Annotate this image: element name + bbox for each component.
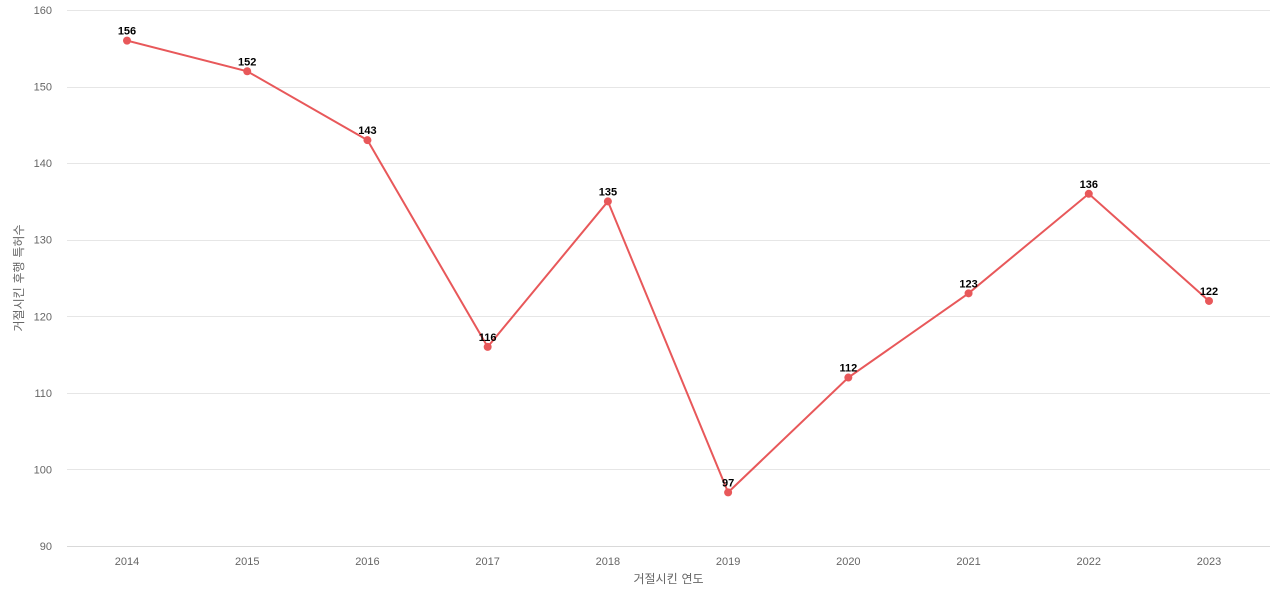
data-point[interactable] [1205,296,1213,305]
data-point[interactable] [603,197,612,206]
x-tick-label: 2023 [1197,556,1221,568]
x-tick-label: 2020 [836,556,860,568]
data-label: 152 [238,56,256,68]
y-tick-label: 120 [34,311,52,323]
data-label: 136 [1080,179,1098,191]
data-point[interactable] [363,136,372,145]
x-tick-label: 2021 [956,556,980,568]
data-label: 112 [839,363,857,375]
data-point[interactable] [1084,189,1093,198]
y-axis-ticks: 90 100 110 120 130 140 150 160 [34,5,52,553]
x-tick-label: 2022 [1077,556,1101,568]
x-tick-label: 2016 [355,556,379,568]
data-label: 97 [722,477,734,489]
y-tick-label: 90 [40,541,52,553]
data-label-layer: 156 152 143 116 135 97 112 123 136 122 [118,26,1218,490]
data-point[interactable] [243,67,252,76]
series-layer [123,36,1213,497]
x-tick-label: 2019 [716,556,740,568]
data-label: 123 [959,278,977,290]
data-point[interactable] [724,488,733,497]
grid-layer [67,10,1270,547]
data-point[interactable] [483,342,492,351]
x-axis-title: 거절시킨 연도 [633,572,703,586]
x-tick-label: 2018 [596,556,620,568]
y-tick-label: 140 [34,158,52,170]
data-point[interactable] [844,373,853,382]
y-tick-label: 160 [34,5,52,17]
data-label: 116 [479,332,497,344]
x-axis-ticks: 2014 2015 2016 2017 2018 2019 2020 2021 2022 2023 [115,556,1221,568]
y-tick-label: 130 [34,235,52,247]
series-line [126,39,1210,495]
y-tick-label: 100 [34,464,52,476]
data-point[interactable] [964,289,973,298]
y-tick-label: 110 [34,388,52,400]
data-label: 143 [358,125,376,137]
x-tick-label: 2015 [235,556,259,568]
data-point[interactable] [123,36,131,45]
data-label: 156 [118,26,136,38]
x-tick-label: 2014 [115,556,139,568]
y-tick-label: 150 [34,82,52,94]
y-axis-title: 거절시킨 후행 특허수 [11,225,26,332]
data-label: 135 [599,186,617,198]
data-label: 122 [1200,286,1218,298]
x-tick-label: 2017 [475,556,499,568]
